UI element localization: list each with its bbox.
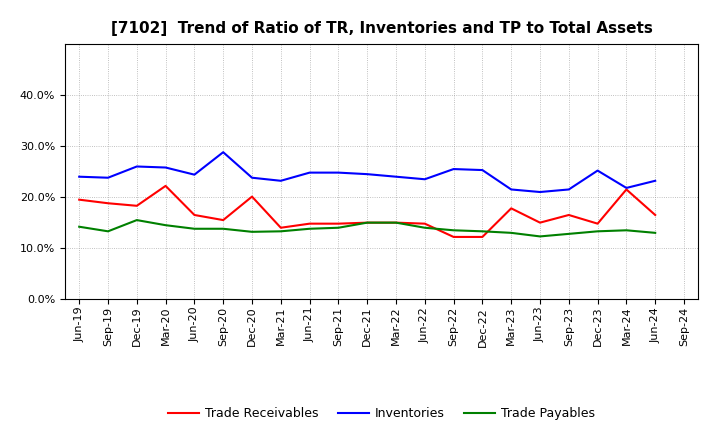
Trade Payables <box>104 229 112 234</box>
Trade Receivables <box>507 206 516 211</box>
Inventories <box>161 165 170 170</box>
Inventories <box>593 168 602 173</box>
Trade Receivables <box>363 220 372 225</box>
Line: Trade Receivables: Trade Receivables <box>79 186 655 237</box>
Inventories <box>75 174 84 180</box>
Trade Payables <box>536 234 544 239</box>
Trade Payables <box>392 220 400 225</box>
Trade Payables <box>449 227 458 233</box>
Trade Receivables <box>420 221 429 226</box>
Inventories <box>190 172 199 177</box>
Trade Payables <box>651 230 660 235</box>
Trade Receivables <box>276 225 285 231</box>
Inventories <box>478 168 487 173</box>
Trade Payables <box>507 230 516 235</box>
Inventories <box>363 172 372 177</box>
Line: Trade Payables: Trade Payables <box>79 220 655 236</box>
Inventories <box>104 175 112 180</box>
Trade Receivables <box>651 213 660 218</box>
Trade Receivables <box>449 234 458 239</box>
Inventories <box>334 170 343 175</box>
Trade Payables <box>161 223 170 228</box>
Inventories <box>536 189 544 194</box>
Inventories <box>248 175 256 180</box>
Trade Receivables <box>392 220 400 225</box>
Trade Payables <box>248 229 256 235</box>
Trade Receivables <box>190 213 199 218</box>
Trade Receivables <box>622 187 631 192</box>
Trade Receivables <box>564 213 573 218</box>
Inventories <box>507 187 516 192</box>
Trade Payables <box>219 226 228 231</box>
Inventories <box>564 187 573 192</box>
Trade Payables <box>363 220 372 225</box>
Trade Payables <box>564 231 573 237</box>
Trade Receivables <box>104 201 112 206</box>
Line: Inventories: Inventories <box>79 152 655 192</box>
Inventories <box>392 174 400 180</box>
Trade Receivables <box>75 197 84 202</box>
Trade Receivables <box>161 183 170 188</box>
Trade Payables <box>276 229 285 234</box>
Inventories <box>132 164 141 169</box>
Trade Receivables <box>132 203 141 209</box>
Trade Receivables <box>219 217 228 223</box>
Trade Payables <box>75 224 84 229</box>
Trade Receivables <box>536 220 544 225</box>
Inventories <box>651 178 660 183</box>
Inventories <box>622 185 631 191</box>
Trade Payables <box>305 226 314 231</box>
Trade Receivables <box>305 221 314 226</box>
Trade Receivables <box>248 194 256 199</box>
Inventories <box>449 166 458 172</box>
Inventories <box>276 178 285 183</box>
Trade Payables <box>334 225 343 231</box>
Legend: Trade Receivables, Inventories, Trade Payables: Trade Receivables, Inventories, Trade Pa… <box>163 403 600 425</box>
Trade Receivables <box>593 221 602 226</box>
Inventories <box>219 150 228 155</box>
Inventories <box>420 176 429 182</box>
Trade Payables <box>478 229 487 234</box>
Trade Payables <box>622 227 631 233</box>
Trade Payables <box>420 225 429 231</box>
Trade Payables <box>190 226 199 231</box>
Inventories <box>305 170 314 175</box>
Trade Receivables <box>478 234 487 239</box>
Title: [7102]  Trend of Ratio of TR, Inventories and TP to Total Assets: [7102] Trend of Ratio of TR, Inventories… <box>111 21 652 36</box>
Trade Payables <box>132 217 141 223</box>
Trade Receivables <box>334 221 343 226</box>
Trade Payables <box>593 229 602 234</box>
